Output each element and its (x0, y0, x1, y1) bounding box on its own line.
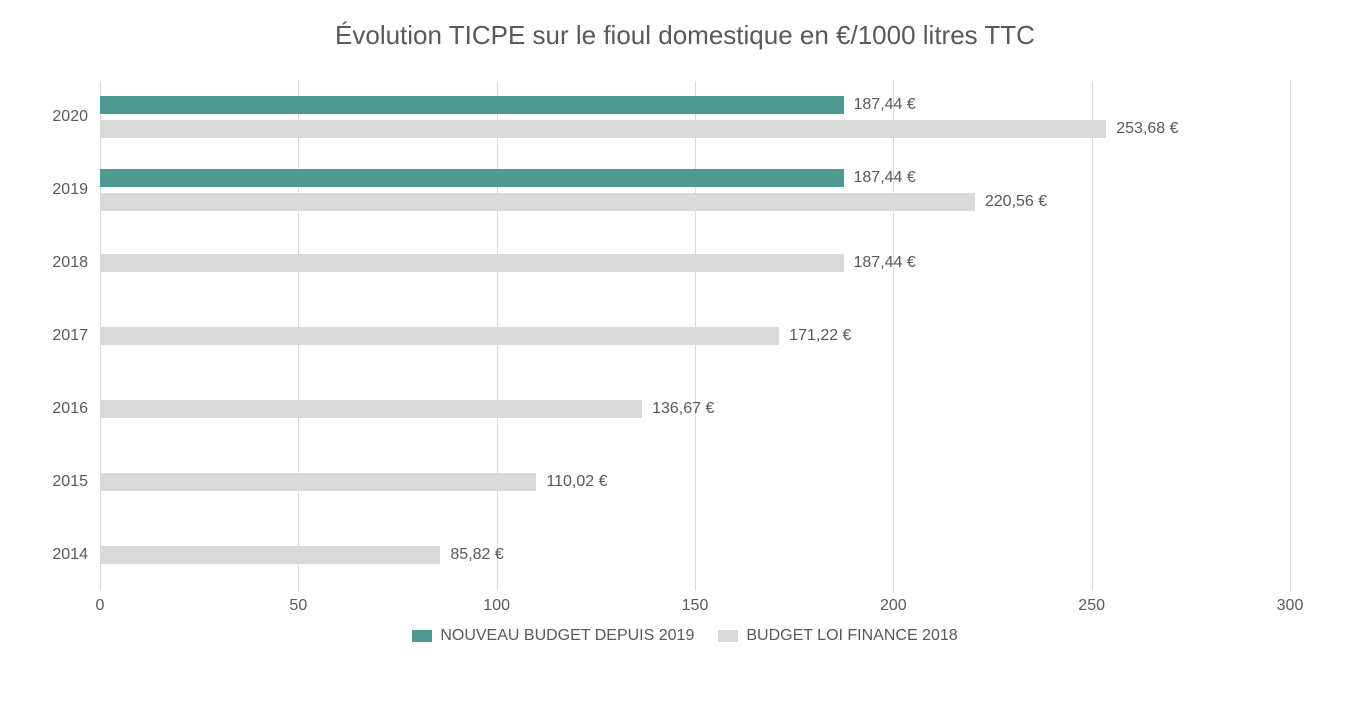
chart-container: Évolution TICPE sur le fioul domestique … (0, 0, 1370, 701)
year-group: 2016136,67 € (100, 372, 1290, 445)
chart-title: Évolution TICPE sur le fioul domestique … (40, 20, 1330, 51)
legend-item-nouveau: NOUVEAU BUDGET DEPUIS 2019 (412, 627, 694, 645)
x-tick-label: 200 (880, 597, 907, 615)
year-group: 2018187,44 € (100, 227, 1290, 300)
x-tick-label: 50 (289, 597, 307, 615)
year-group: 201485,82 € (100, 518, 1290, 591)
year-group: 2019187,44 €220,56 € (100, 154, 1290, 227)
x-tick-label: 300 (1277, 597, 1304, 615)
bar-nouveau: 187,44 € (100, 96, 844, 114)
bar-value-label: 187,44 € (844, 96, 916, 114)
bar-value-label: 110,02 € (536, 473, 607, 491)
y-axis-label: 2016 (52, 400, 100, 418)
bar-value-label: 85,82 € (440, 546, 503, 564)
legend-item-loi2018: BUDGET LOI FINANCE 2018 (718, 627, 957, 645)
legend: NOUVEAU BUDGET DEPUIS 2019 BUDGET LOI FIN… (40, 627, 1330, 647)
y-axis-label: 2015 (52, 473, 100, 491)
legend-swatch (718, 630, 738, 642)
x-tick-label: 150 (682, 597, 709, 615)
y-axis-label: 2019 (52, 181, 100, 199)
gridline (1290, 81, 1291, 591)
x-tick-label: 250 (1078, 597, 1105, 615)
bar-value-label: 187,44 € (844, 169, 916, 187)
year-group: 2020187,44 €253,68 € (100, 81, 1290, 154)
bar-loi2018: 220,56 € (100, 193, 975, 211)
legend-swatch (412, 630, 432, 642)
bar-nouveau: 187,44 € (100, 169, 844, 187)
x-tick-label: 0 (96, 597, 105, 615)
x-axis: 050100150200250300 (100, 591, 1290, 621)
bar-loi2018: 187,44 € (100, 254, 844, 272)
y-axis-label: 2018 (52, 254, 100, 272)
bar-value-label: 220,56 € (975, 193, 1047, 211)
y-axis-label: 2017 (52, 327, 100, 345)
legend-label: BUDGET LOI FINANCE 2018 (746, 627, 957, 645)
y-axis-label: 2014 (52, 546, 100, 564)
bar-loi2018: 110,02 € (100, 473, 536, 491)
bar-loi2018: 136,67 € (100, 400, 642, 418)
bar-loi2018: 85,82 € (100, 546, 440, 564)
bar-value-label: 187,44 € (844, 254, 916, 272)
bars-region: 2020187,44 €253,68 €2019187,44 €220,56 €… (100, 81, 1290, 591)
bar-value-label: 253,68 € (1106, 120, 1178, 138)
bar-loi2018: 171,22 € (100, 327, 779, 345)
year-group: 2017171,22 € (100, 300, 1290, 373)
plot-area: 2020187,44 €253,68 €2019187,44 €220,56 €… (100, 81, 1290, 621)
bar-value-label: 136,67 € (642, 400, 714, 418)
bar-loi2018: 253,68 € (100, 120, 1106, 138)
bar-value-label: 171,22 € (779, 327, 851, 345)
y-axis-label: 2020 (52, 108, 100, 126)
x-tick-label: 100 (483, 597, 510, 615)
legend-label: NOUVEAU BUDGET DEPUIS 2019 (440, 627, 694, 645)
year-group: 2015110,02 € (100, 445, 1290, 518)
